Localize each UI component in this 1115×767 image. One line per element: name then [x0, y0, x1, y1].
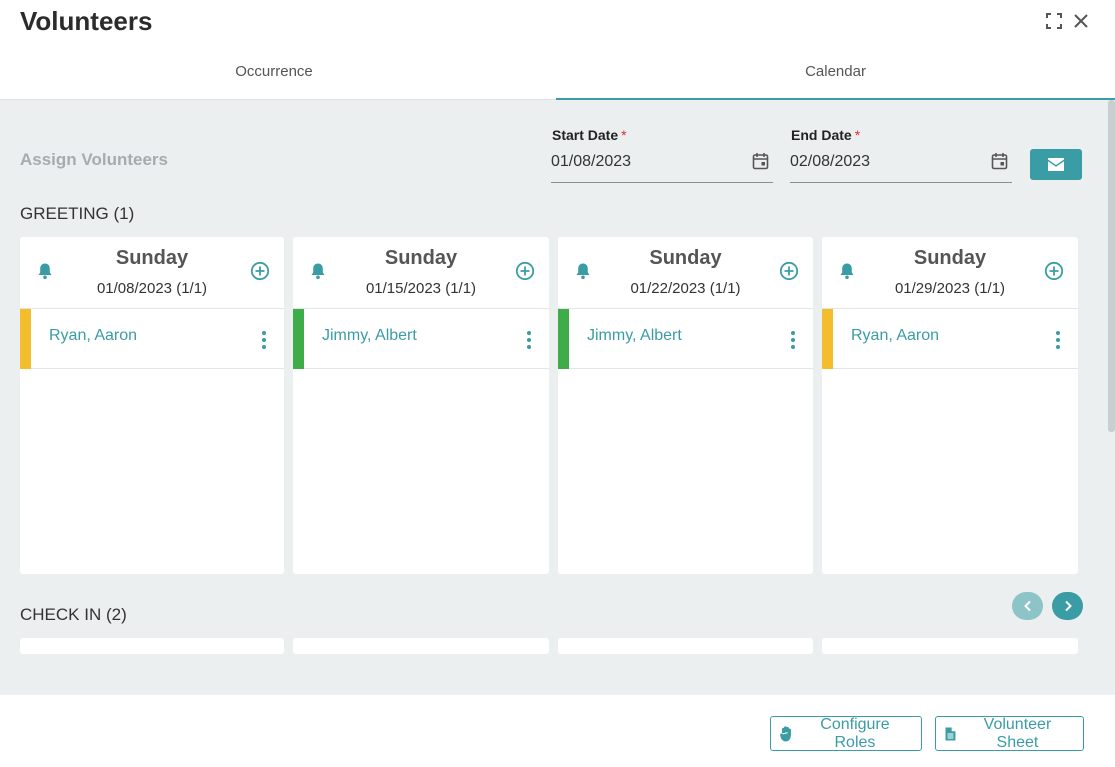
- day-card: [20, 638, 284, 654]
- tab-bar: Occurrence Calendar: [0, 44, 1115, 100]
- more-options-icon[interactable]: [525, 329, 533, 351]
- status-indicator: [20, 309, 31, 369]
- day-card: [822, 638, 1078, 654]
- day-card: Sunday 01/15/2023 (1/1) Jimmy, Albert: [293, 237, 549, 574]
- dialog-footer: Configure Roles Volunteer Sheet: [0, 695, 1115, 767]
- day-name: Sunday: [913, 247, 987, 269]
- calendar-icon[interactable]: [991, 152, 1008, 170]
- volunteer-sheet-label: Volunteer Sheet: [983, 715, 1052, 751]
- more-options-icon[interactable]: [789, 329, 797, 351]
- day-card: Sunday 01/22/2023 (1/1) Jimmy, Albert: [558, 237, 813, 574]
- document-icon: [945, 727, 956, 740]
- end-date-input[interactable]: [790, 151, 980, 173]
- close-icon[interactable]: [1072, 12, 1090, 30]
- day-card-header: Sunday 01/08/2023 (1/1): [20, 237, 284, 309]
- dialog-header: Volunteers: [0, 0, 1115, 44]
- add-volunteer-icon[interactable]: [779, 261, 799, 281]
- day-card-header: Sunday 01/22/2023 (1/1): [558, 237, 813, 309]
- day-card: Sunday 01/08/2023 (1/1) Ryan, Aaron: [20, 237, 284, 574]
- more-options-icon[interactable]: [260, 329, 268, 351]
- day-name: Sunday: [115, 247, 189, 269]
- calendar-panel: Assign Volunteers Start Date* End Date* …: [0, 100, 1115, 695]
- section-title-check-in: CHECK IN (2): [20, 605, 127, 624]
- envelope-icon: [1048, 158, 1064, 171]
- day-name: Sunday: [649, 247, 722, 269]
- day-card: Sunday 01/29/2023 (1/1) Ryan, Aaron: [822, 237, 1078, 574]
- bell-icon[interactable]: [839, 262, 855, 280]
- tab-calendar[interactable]: Calendar: [556, 44, 1115, 100]
- day-card-header: Sunday 01/29/2023 (1/1): [822, 237, 1078, 309]
- volunteer-name-link[interactable]: Jimmy, Albert: [587, 327, 682, 344]
- day-date: 01/29/2023 (1/1): [894, 280, 1006, 297]
- bell-icon[interactable]: [37, 262, 53, 280]
- assign-volunteers-heading: Assign Volunteers: [20, 150, 168, 169]
- status-indicator: [293, 309, 304, 369]
- bell-icon[interactable]: [575, 262, 591, 280]
- volunteer-row: Jimmy, Albert: [293, 309, 549, 369]
- scrollbar[interactable]: [1108, 100, 1115, 432]
- day-card: [558, 638, 813, 654]
- section-title-greeting: GREETING (1): [20, 204, 135, 223]
- status-indicator: [822, 309, 833, 369]
- tab-occurrence[interactable]: Occurrence: [235, 63, 313, 80]
- volunteer-name-link[interactable]: Ryan, Aaron: [49, 327, 138, 344]
- day-card-header: Sunday 01/15/2023 (1/1): [293, 237, 549, 309]
- day-date: 01/15/2023 (1/1): [365, 280, 477, 297]
- day-name: Sunday: [384, 247, 458, 269]
- chevron-left-icon: [1023, 600, 1031, 612]
- next-button[interactable]: [1052, 592, 1083, 620]
- add-volunteer-icon[interactable]: [1044, 261, 1064, 281]
- start-date-input[interactable]: [551, 151, 741, 173]
- volunteer-name-link[interactable]: Jimmy, Albert: [322, 327, 417, 344]
- start-date-label: Start Date *: [552, 127, 627, 143]
- expand-icon[interactable]: [1045, 12, 1063, 30]
- end-date-field: End Date *: [790, 127, 1012, 183]
- chevron-right-icon: [1064, 600, 1072, 612]
- configure-roles-label: Configure Roles: [820, 715, 890, 751]
- calendar-icon[interactable]: [752, 152, 769, 170]
- day-card: [293, 638, 549, 654]
- volunteer-row: Jimmy, Albert: [558, 309, 813, 369]
- email-button[interactable]: [1030, 149, 1082, 180]
- volunteer-name-link[interactable]: Ryan, Aaron: [851, 327, 940, 344]
- start-date-field: Start Date *: [551, 127, 773, 183]
- previous-button[interactable]: [1012, 592, 1043, 620]
- volunteer-row: Ryan, Aaron: [20, 309, 284, 369]
- more-options-icon[interactable]: [1054, 329, 1062, 351]
- configure-roles-button[interactable]: Configure Roles: [770, 716, 922, 751]
- add-volunteer-icon[interactable]: [515, 261, 535, 281]
- add-volunteer-icon[interactable]: [250, 261, 270, 281]
- bell-icon[interactable]: [310, 262, 326, 280]
- hand-icon: [780, 725, 791, 741]
- status-indicator: [558, 309, 569, 369]
- dialog-title: Volunteers: [20, 6, 153, 36]
- volunteer-sheet-button[interactable]: Volunteer Sheet: [935, 716, 1084, 751]
- day-date: 01/08/2023 (1/1): [96, 280, 208, 297]
- volunteer-row: Ryan, Aaron: [822, 309, 1078, 369]
- end-date-label: End Date *: [791, 127, 861, 143]
- day-date: 01/22/2023 (1/1): [630, 280, 741, 297]
